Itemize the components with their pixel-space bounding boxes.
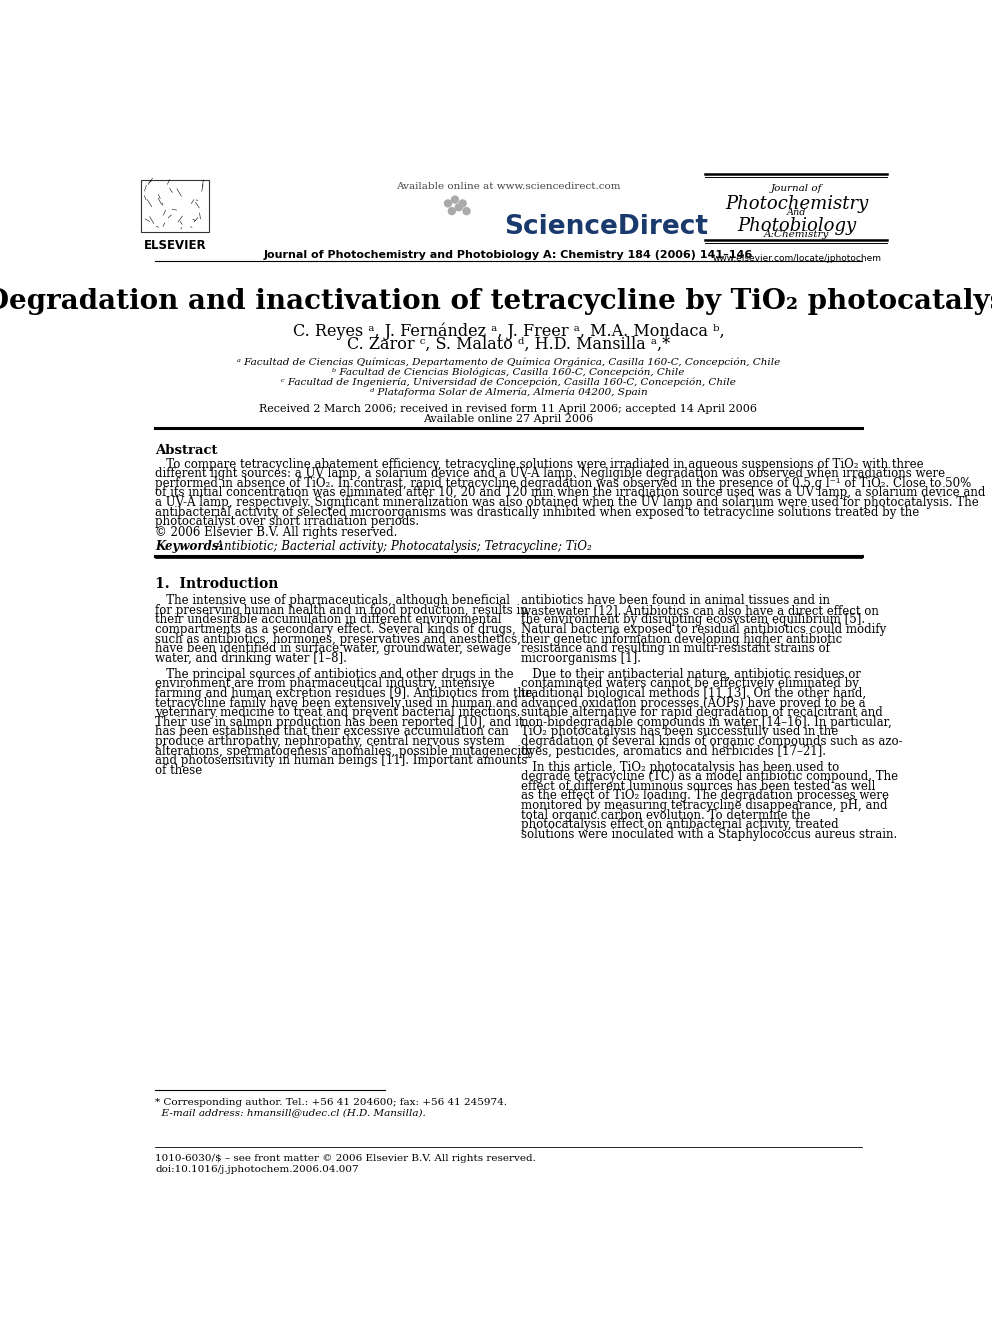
Text: Abstract: Abstract — [155, 443, 217, 456]
Text: Their use in salmon production has been reported [10], and it: Their use in salmon production has been … — [155, 716, 524, 729]
Text: microorganisms [1].: microorganisms [1]. — [521, 652, 641, 665]
Text: produce arthropathy, nephropathy, central nervous system: produce arthropathy, nephropathy, centra… — [155, 736, 505, 747]
Text: of these: of these — [155, 763, 202, 777]
Text: the environment by disrupting ecosystem equilibrium [5].: the environment by disrupting ecosystem … — [521, 614, 865, 627]
Circle shape — [463, 208, 470, 214]
Text: C. Zaror ᶜ, S. Malato ᵈ, H.D. Mansilla ᵃ,*: C. Zaror ᶜ, S. Malato ᵈ, H.D. Mansilla ᵃ… — [347, 336, 670, 353]
Text: In this article, TiO₂ photocatalysis has been used to: In this article, TiO₂ photocatalysis has… — [521, 761, 839, 774]
Text: wastewater [12]. Antibiotics can also have a direct effect on: wastewater [12]. Antibiotics can also ha… — [521, 603, 879, 617]
Text: resistance and resulting in multi-resistant strains of: resistance and resulting in multi-resist… — [521, 643, 829, 655]
Text: 1010-6030/$ – see front matter © 2006 Elsevier B.V. All rights reserved.: 1010-6030/$ – see front matter © 2006 El… — [155, 1155, 536, 1163]
Text: ᵃ Facultad de Ciencias Químicas, Departamento de Química Orgánica, Casilla 160-C: ᵃ Facultad de Ciencias Químicas, Departa… — [237, 357, 780, 366]
Text: * Corresponding author. Tel.: +56 41 204600; fax: +56 41 245974.: * Corresponding author. Tel.: +56 41 204… — [155, 1098, 507, 1107]
Text: Degradation and inactivation of tetracycline by TiO₂ photocatalysis: Degradation and inactivation of tetracyc… — [0, 288, 992, 315]
Text: has been established that their excessive accumulation can: has been established that their excessiv… — [155, 725, 509, 738]
Text: The principal sources of antibiotics and other drugs in the: The principal sources of antibiotics and… — [155, 668, 514, 681]
Text: www.elsevier.com/locate/jphotochem: www.elsevier.com/locate/jphotochem — [712, 254, 881, 263]
Text: To compare tetracycline abatement efficiency, tetracycline solutions were irradi: To compare tetracycline abatement effici… — [155, 458, 924, 471]
Text: ScienceDirect: ScienceDirect — [504, 214, 707, 241]
Text: Received 2 March 2006; received in revised form 11 April 2006; accepted 14 April: Received 2 March 2006; received in revis… — [259, 404, 758, 414]
Text: ELSEVIER: ELSEVIER — [144, 239, 206, 251]
Text: Journal of Photochemistry and Photobiology A: Chemistry 184 (2006) 141–146: Journal of Photochemistry and Photobiolo… — [264, 250, 753, 259]
Text: for preserving human health and in food production, results in: for preserving human health and in food … — [155, 603, 528, 617]
Text: have been identified in surface water, groundwater, sewage: have been identified in surface water, g… — [155, 643, 511, 655]
Text: veterinary medicine to treat and prevent bacterial infections.: veterinary medicine to treat and prevent… — [155, 706, 521, 720]
Text: Photochemistry: Photochemistry — [725, 194, 868, 213]
Text: Photobiology: Photobiology — [737, 217, 856, 234]
Text: of its initial concentration was eliminated after 10, 20 and 120 min when the ir: of its initial concentration was elimina… — [155, 487, 985, 499]
Text: performed in absence of TiO₂. In contrast, rapid tetracycline degradation was ob: performed in absence of TiO₂. In contras… — [155, 476, 971, 490]
Text: The intensive use of pharmaceuticals, although beneficial: The intensive use of pharmaceuticals, al… — [155, 594, 510, 607]
Text: water, and drinking water [1–8].: water, and drinking water [1–8]. — [155, 652, 347, 665]
Text: © 2006 Elsevier B.V. All rights reserved.: © 2006 Elsevier B.V. All rights reserved… — [155, 527, 398, 540]
Text: a UV-A lamp, respectively. Significant mineralization was also obtained when the: a UV-A lamp, respectively. Significant m… — [155, 496, 979, 509]
Text: E-mail address: hmansill@udec.cl (H.D. Mansilla).: E-mail address: hmansill@udec.cl (H.D. M… — [155, 1109, 426, 1117]
Text: different light sources: a UV lamp, a solarium device and a UV-A lamp. Negligibl: different light sources: a UV lamp, a so… — [155, 467, 945, 480]
Text: antibacterial activity of selected microorganisms was drastically inhibited when: antibacterial activity of selected micro… — [155, 505, 920, 519]
Text: alterations, spermatogenesis anomalies, possible mutagenecity: alterations, spermatogenesis anomalies, … — [155, 745, 533, 758]
Text: TiO₂ photocatalysis has been successfully used in the: TiO₂ photocatalysis has been successfull… — [521, 725, 838, 738]
Text: monitored by measuring tetracycline disappearance, pH, and: monitored by measuring tetracycline disa… — [521, 799, 887, 812]
Text: degrade tetracycline (TC) as a model antibiotic compound. The: degrade tetracycline (TC) as a model ant… — [521, 770, 898, 783]
Text: ᵇ Facultad de Ciencias Biológicas, Casilla 160-C, Concepción, Chile: ᵇ Facultad de Ciencias Biológicas, Casil… — [332, 368, 684, 377]
Text: doi:10.1016/j.jphotochem.2006.04.007: doi:10.1016/j.jphotochem.2006.04.007 — [155, 1166, 359, 1174]
Text: environment are from pharmaceutical industry, intensive: environment are from pharmaceutical indu… — [155, 677, 495, 691]
Text: degradation of several kinds of organic compounds such as azo-: degradation of several kinds of organic … — [521, 736, 903, 747]
Text: Journal of: Journal of — [771, 184, 822, 193]
Text: ᵈ Plataforma Solar de Almería, Almería 04200, Spain: ᵈ Plataforma Solar de Almería, Almería 0… — [370, 388, 647, 397]
Text: solutions were inoculated with a Staphylococcus aureus strain.: solutions were inoculated with a Staphyl… — [521, 828, 897, 841]
Text: photocatalyst over short irradiation periods.: photocatalyst over short irradiation per… — [155, 515, 420, 528]
Text: Due to their antibacterial nature, antibiotic residues or: Due to their antibacterial nature, antib… — [521, 668, 861, 681]
Text: Keywords:: Keywords: — [155, 540, 223, 553]
Text: and photosensitivity in human beings [11]. Important amounts: and photosensitivity in human beings [11… — [155, 754, 528, 767]
Text: Antibiotic; Bacterial activity; Photocatalysis; Tetracycline; TiO₂: Antibiotic; Bacterial activity; Photocat… — [207, 540, 591, 553]
Text: non-biodegradable compounds in water [14–16]. In particular,: non-biodegradable compounds in water [14… — [521, 716, 892, 729]
Text: compartments as a secondary effect. Several kinds of drugs,: compartments as a secondary effect. Seve… — [155, 623, 516, 636]
Text: dyes, pesticides, aromatics and herbicides [17–21].: dyes, pesticides, aromatics and herbicid… — [521, 745, 825, 758]
Text: contaminated waters cannot be effectively eliminated by: contaminated waters cannot be effectivel… — [521, 677, 859, 691]
Text: photocatalysis effect on antibacterial activity, treated: photocatalysis effect on antibacterial a… — [521, 818, 838, 831]
Text: suitable alternative for rapid degradation of recalcitrant and: suitable alternative for rapid degradati… — [521, 706, 883, 720]
Text: their genetic information developing higher antibiotic: their genetic information developing hig… — [521, 632, 842, 646]
Text: traditional biological methods [11,13]. On the other hand,: traditional biological methods [11,13]. … — [521, 687, 866, 700]
Text: 1.  Introduction: 1. Introduction — [155, 577, 279, 591]
Text: as the effect of TiO₂ loading. The degradation processes were: as the effect of TiO₂ loading. The degra… — [521, 790, 889, 802]
Text: ᶜ Facultad de Ingeniería, Universidad de Concepción, Casilla 160-C, Concepción, : ᶜ Facultad de Ingeniería, Universidad de… — [281, 377, 736, 386]
Text: Available online at www.sciencedirect.com: Available online at www.sciencedirect.co… — [396, 181, 621, 191]
Text: C. Reyes ᵃ, J. Fernández ᵃ, J. Freer ᵃ, M.A. Mondaca ᵇ,: C. Reyes ᵃ, J. Fernández ᵃ, J. Freer ᵃ, … — [293, 321, 724, 340]
Text: antibiotics have been found in animal tissues and in: antibiotics have been found in animal ti… — [521, 594, 829, 607]
Text: advanced oxidation processes (AOPs) have proved to be a: advanced oxidation processes (AOPs) have… — [521, 697, 865, 709]
Text: A:Chemistry: A:Chemistry — [764, 230, 829, 239]
Text: such as antibiotics, hormones, preservatives and anesthetics,: such as antibiotics, hormones, preservat… — [155, 632, 521, 646]
Text: tetracycline family have been extensively used in human and: tetracycline family have been extensivel… — [155, 697, 518, 709]
Bar — [141, 180, 209, 232]
Text: their undesirable accumulation in different environmental: their undesirable accumulation in differ… — [155, 614, 502, 627]
Circle shape — [448, 208, 455, 214]
Text: effect of different luminous sources has been tested as well: effect of different luminous sources has… — [521, 779, 875, 792]
Circle shape — [444, 200, 451, 206]
Text: Natural bacteria exposed to residual antibiotics could modify: Natural bacteria exposed to residual ant… — [521, 623, 886, 636]
Circle shape — [459, 200, 466, 206]
Circle shape — [455, 204, 462, 210]
Text: And: And — [787, 208, 806, 217]
Circle shape — [451, 196, 458, 202]
Text: total organic carbon evolution. To determine the: total organic carbon evolution. To deter… — [521, 808, 810, 822]
Text: farming and human excretion residues [9]. Antibiotics from the: farming and human excretion residues [9]… — [155, 687, 533, 700]
Text: Available online 27 April 2006: Available online 27 April 2006 — [424, 414, 593, 425]
